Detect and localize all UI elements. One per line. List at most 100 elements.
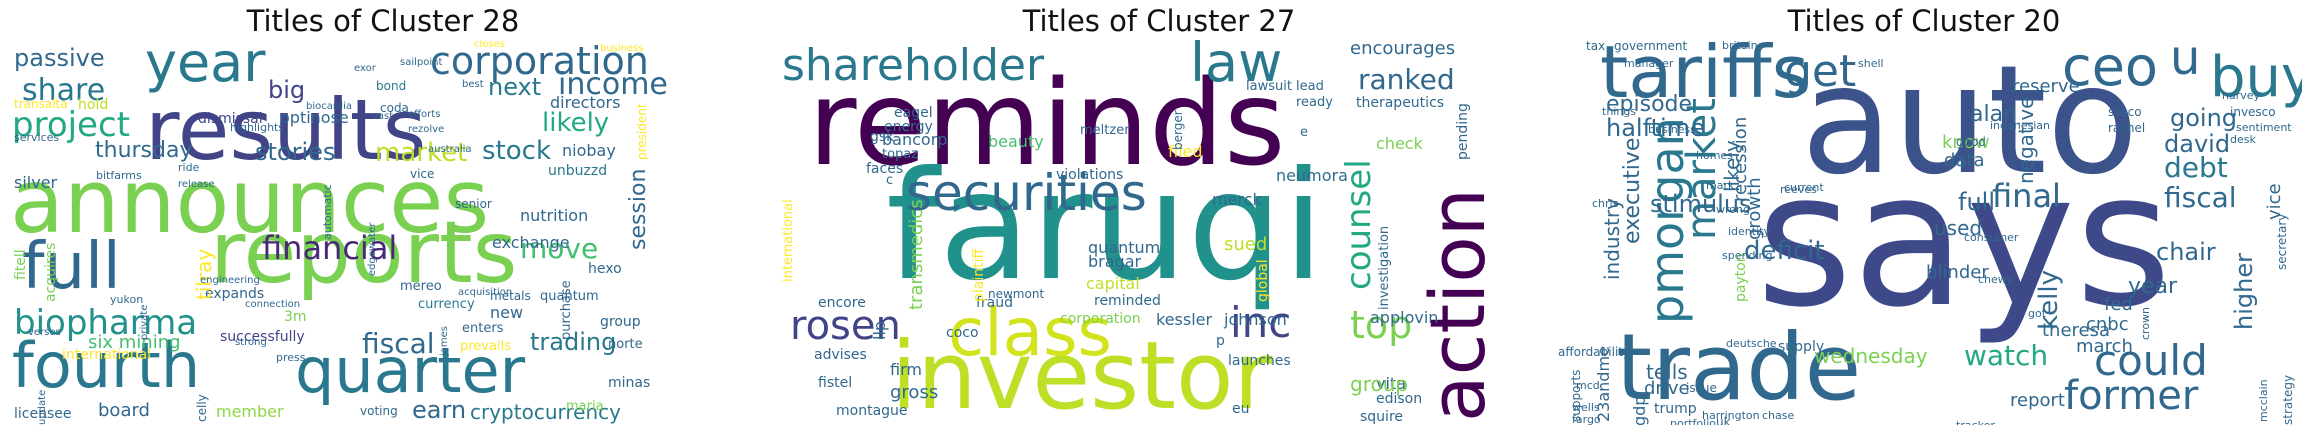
cloud-word: class [948,294,1112,371]
cloud-word: session [626,168,651,250]
cloud-word: new [490,303,524,322]
cloud-word: purchase [559,280,574,340]
cloud-word: hexo [588,261,622,277]
cloud-word: energy [884,119,933,135]
cloud-word: faces [866,161,904,177]
cloud-word: meltzer [1080,123,1130,138]
cloud-word: invesco [2230,105,2276,119]
cloud-word: expands [205,286,265,302]
cloud-word: wells [1572,401,1600,414]
cloud-word: currency [418,297,475,312]
cloud-word: sysco [2108,105,2142,119]
cloud-word: newmont [988,287,1045,301]
cloud-word: trade [1616,314,1862,421]
cloud-word: reminded [1094,293,1161,309]
cloud-word: connection [245,299,301,310]
cloud-word: board [98,400,150,421]
cloud-word: yukon [110,293,144,306]
cloud-word: business [600,43,644,54]
cloud-word: secretary [2275,213,2289,270]
cloud-word: things [1602,105,1637,118]
cloud-word: rosen [790,303,901,349]
cloud-word: celly [195,394,209,422]
cloud-word: next [488,73,542,101]
cloud-word: current [1784,181,1824,194]
cloud-word: cnbc [2086,314,2129,335]
cloud-word: mereo [400,279,442,294]
cloud-word: verses [28,327,61,338]
cloud-word: biopharma [14,303,198,343]
cloud-word: government [1614,40,1688,53]
cloud-word: transalta [14,97,68,111]
cloud-word: stories [255,138,336,166]
cloud-word: johnson [1224,310,1287,329]
cloud-word: market [375,138,468,168]
cloud-word: nutrition [520,206,589,225]
cloud-word: full [1958,188,1995,216]
cloud-word: vice [410,167,435,181]
cloud-word: investor [891,322,1273,425]
cloud-word: president [635,103,649,160]
cloud-word: metals [490,289,531,303]
cloud-word: chris [1592,197,1619,210]
cloud-word: firm [890,360,922,379]
cloud-word: quantum [1088,238,1161,257]
cloud-word: advises [814,347,867,363]
cloud-word: securities [906,164,1147,222]
cloud-word: release [178,179,215,190]
cloud-word: affordability [1558,345,1631,359]
cloud-word: negative [2014,96,2038,184]
cloud-word: gsk [870,129,895,145]
cloud-word: james [439,325,450,356]
cloud-word: vast [372,111,394,122]
cloud-word: reminds [808,54,1286,192]
cloud-word: dismissal [198,111,263,127]
cloud-word: c [886,173,894,188]
cloud-word: directors [550,93,621,112]
cloud-word: former [2064,373,2199,419]
cloud-word: fargo [1572,413,1601,425]
cloud-word: auto [1801,40,2139,208]
cloud-word: fistel [818,375,853,391]
cloud-word: bitfarms [96,169,142,182]
cloud-word: six mining [88,332,181,353]
cloud-word: tariffs [1600,40,1810,114]
cloud-word: income [558,67,668,102]
cloud-word: edgewater [367,222,378,277]
cloud-word: halftime [1606,114,1705,142]
cloud-word: executive [1620,137,1645,244]
cloud-word: tells [1646,360,1688,384]
cloud-word: britain [1722,40,1758,52]
word-cloud: says auto trade tariffs ceo buy u get pm… [1546,40,2302,425]
cloud-word: strong [235,337,267,348]
cloud-word: fiscal [2164,181,2237,214]
cloud-word: efforts [408,109,441,120]
cloud-word: neumora [1276,166,1348,185]
cloud-word: fed [2104,294,2133,315]
cloud-word: prevails [460,339,511,354]
cloud-word: bond [376,79,407,93]
cloud-word: lawsuit [1246,79,1292,94]
cloud-word: coco [946,325,979,341]
cloud-word: services [14,131,60,144]
cloud-word: higher [2230,253,2258,330]
cloud-word: norte [608,337,643,352]
cloud-word: tracker [1956,420,1995,425]
cloud-word: silver [14,173,58,192]
cloud-word: sentiment [2236,121,2292,134]
cloud-word: filed [1168,142,1203,161]
cloud-word: results [145,81,427,179]
cloud-word: vita [1376,374,1406,393]
cloud-word: drive [1644,378,1690,399]
cloud-word: plaintiff [971,248,987,302]
cloud-word: reports [210,203,518,303]
cloud-word: update [37,389,48,425]
cloud-word: deutsche [1726,337,1777,350]
cloud-word: going [2170,104,2238,132]
cloud-word: debt [2164,151,2228,184]
cloud-word: biocardia [306,101,353,112]
cloud-word: edison [1376,391,1423,407]
cloud-word: faruqi [886,140,1325,314]
cloud-word: montague [836,403,908,419]
cloud-word: indonesian [1990,119,2050,132]
